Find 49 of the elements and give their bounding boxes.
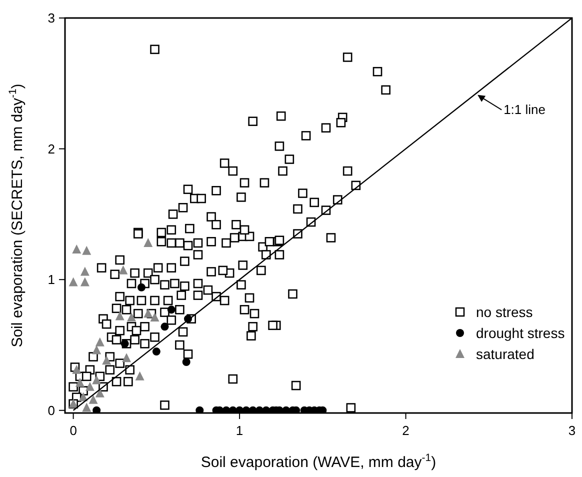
point <box>68 277 78 286</box>
point <box>95 388 104 398</box>
point <box>92 406 101 413</box>
point <box>88 394 98 404</box>
point <box>85 382 94 391</box>
legend-label: drought stress <box>476 325 565 341</box>
annotation: 1:1 line <box>504 102 546 117</box>
point <box>228 406 237 413</box>
point <box>144 238 153 247</box>
point <box>152 348 160 356</box>
point <box>80 277 90 286</box>
legend-label: no stress <box>476 304 533 320</box>
y-tick-label: 1 <box>48 272 55 288</box>
x-tick-label: 2 <box>402 423 410 438</box>
point <box>78 392 88 402</box>
point <box>118 265 128 274</box>
x-axis-title: Soil evaporation (WAVE, mm day$^{-1}$) <box>200 452 436 471</box>
point <box>150 312 160 322</box>
point <box>80 266 90 276</box>
point <box>182 358 190 366</box>
point <box>102 356 112 365</box>
point <box>255 406 264 413</box>
point <box>82 402 92 412</box>
y-tick-label: 3 <box>48 10 55 26</box>
point <box>144 308 153 318</box>
point <box>262 406 270 413</box>
point <box>82 246 92 255</box>
point <box>75 378 84 387</box>
point <box>135 371 144 380</box>
x-tick-label: 0 <box>70 423 77 438</box>
legend-label: saturated <box>476 346 534 362</box>
point <box>167 306 176 314</box>
point <box>92 345 102 354</box>
point <box>236 406 244 413</box>
point <box>122 353 132 362</box>
y-tick-label: 0 <box>48 402 55 418</box>
point <box>72 244 82 254</box>
x-tick-label: 3 <box>568 423 576 438</box>
point <box>196 406 204 413</box>
y-tick-label: 2 <box>48 141 55 156</box>
point <box>137 283 146 292</box>
point <box>115 311 124 320</box>
point <box>160 322 169 331</box>
point <box>282 406 290 413</box>
point <box>126 312 136 322</box>
point <box>95 337 104 346</box>
point <box>92 375 102 384</box>
point <box>120 340 129 348</box>
x-tick-label: 1 <box>236 423 244 438</box>
